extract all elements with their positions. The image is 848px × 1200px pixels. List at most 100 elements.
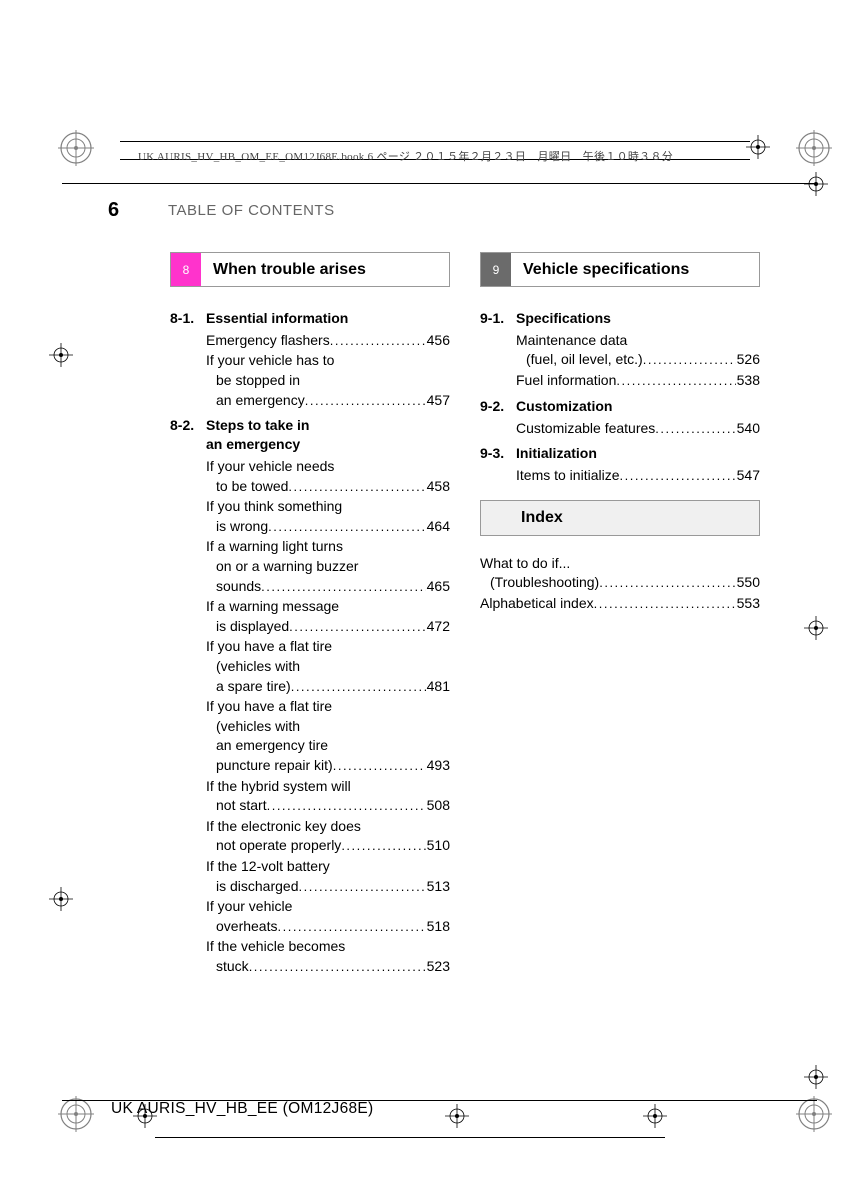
toc-entries: If your vehicle needsto be towed........… [170, 457, 450, 976]
section-badge: 9 [481, 253, 511, 286]
toc-entry-page: 472 [426, 617, 450, 637]
toc-entries: Customizable features...................… [480, 419, 760, 439]
section-header: 8When trouble arises [170, 252, 450, 287]
leader-dots: ........................................… [277, 918, 425, 936]
toc-entry-line: If the vehicle becomes [206, 937, 450, 957]
subsection-title: Initialization [516, 444, 760, 463]
toc-entry-line: If the electronic key does [206, 817, 450, 837]
toc-entry-label: an emergency [216, 391, 305, 411]
crosshair-icon [804, 172, 828, 196]
toc-entry: Emergency flashers......................… [206, 331, 450, 351]
toc-entry-line: If you have a flat tire [206, 637, 450, 657]
toc-entry-line: be stopped in [206, 371, 450, 391]
toc-entry-label: to be towed [216, 477, 288, 497]
toc-entry-line: If you think something [206, 497, 450, 517]
page-title: TABLE OF CONTENTS [168, 202, 335, 219]
toc-entry-line: on or a warning buzzer [206, 557, 450, 577]
toc-entry-label: Customizable features [516, 419, 655, 439]
crosshair-icon [746, 135, 770, 159]
toc-entry-page: 538 [736, 371, 760, 391]
subsection-number: 8-1. [170, 309, 206, 328]
crosshair-icon [49, 343, 73, 367]
toc-entry: Items to initialize.....................… [516, 466, 760, 486]
toc-entry-line: What to do if... [480, 554, 760, 574]
leader-dots: ........................................… [619, 467, 735, 485]
toc-entry-page: 456 [426, 331, 450, 351]
toc-entry-page: 464 [426, 517, 450, 537]
toc-entry-line: If your vehicle needs [206, 457, 450, 477]
toc-entry: If the 12-volt batteryis discharged.....… [206, 857, 450, 896]
leader-dots: ........................................… [655, 420, 735, 438]
subsection-number: 8-2. [170, 416, 206, 454]
regmark-icon [796, 1096, 832, 1132]
toc-entry-page: 465 [426, 577, 450, 597]
header-caption: UK AURIS_HV_HB_OM_EE_OM12J68E.book 6 ページ… [138, 148, 673, 164]
crosshair-icon [445, 1104, 469, 1128]
toc-entry-label: Emergency flashers [206, 331, 330, 351]
toc-entry-label: not operate properly [216, 836, 341, 856]
regmark-icon [796, 130, 832, 166]
leader-dots: ........................................… [249, 958, 426, 976]
toc-entry: If your vehicleoverheats................… [206, 897, 450, 936]
toc-entry: If the vehicle becomesstuck.............… [206, 937, 450, 976]
subsection-title: Customization [516, 397, 760, 416]
toc-entries: Emergency flashers......................… [170, 331, 450, 410]
toc-entry-label: Fuel information [516, 371, 616, 391]
leader-dots: ........................................… [341, 837, 425, 855]
leader-dots: ........................................… [305, 392, 426, 410]
toc-entry-label: is discharged [216, 877, 299, 897]
toc-entry: If a warning messageis displayed........… [206, 597, 450, 636]
leader-dots: ........................................… [643, 351, 736, 369]
toc-subsection: 8-2.Steps to take inan emergencyIf your … [170, 416, 450, 976]
toc-entry-label: is displayed [216, 617, 289, 637]
toc-entry: What to do if...(Troubleshooting).......… [480, 554, 760, 593]
subsection-title: Essential information [206, 309, 450, 328]
leader-dots: ........................................… [330, 332, 426, 350]
toc-entry: Maintenance data(fuel, oil level, etc.).… [516, 331, 760, 370]
toc-entry-page: 553 [736, 594, 760, 614]
toc-column-right: 9Vehicle specifications9-1.Specification… [480, 252, 760, 982]
crosshair-icon [49, 887, 73, 911]
toc-entry: If you have a flat tire(vehicles withan … [206, 697, 450, 775]
subsection-number: 9-3. [480, 444, 516, 463]
leader-dots: ........................................… [333, 757, 426, 775]
toc-entry-line: an emergency tire [206, 736, 450, 756]
crosshair-icon [804, 1065, 828, 1089]
toc-entry: If you think somethingis wrong..........… [206, 497, 450, 536]
toc-content: 8When trouble arises 8-1.Essential inform… [170, 252, 760, 982]
leader-dots: ........................................… [267, 797, 426, 815]
subsection-title: Specifications [516, 309, 760, 328]
toc-entry-line: Maintenance data [516, 331, 760, 351]
section-title: Vehicle specifications [511, 253, 759, 286]
regmark-icon [58, 130, 94, 166]
leader-dots: ........................................… [616, 372, 735, 390]
leader-dots: ........................................… [299, 878, 426, 896]
toc-entry-label: is wrong [216, 517, 268, 537]
toc-subsection: 8-1.Essential information Emergency flash… [170, 309, 450, 410]
toc-entry-page: 493 [426, 756, 450, 776]
section-badge: 8 [171, 253, 201, 286]
toc-entry: Fuel information........................… [516, 371, 760, 391]
subsection-number: 9-2. [480, 397, 516, 416]
toc-entry-label: (fuel, oil level, etc.) [526, 350, 643, 370]
leader-dots: ........................................… [288, 478, 425, 496]
leader-dots: ........................................… [261, 578, 425, 596]
toc-entry: If your vehicle has tobe stopped inan em… [206, 351, 450, 410]
toc-entry-label: Items to initialize [516, 466, 619, 486]
subsection-title: Steps to take inan emergency [206, 416, 450, 454]
toc-entry-page: 540 [736, 419, 760, 439]
toc-entry-page: 550 [736, 573, 760, 593]
toc-entry: Customizable features...................… [516, 419, 760, 439]
toc-entry: If a warning light turnson or a warning … [206, 537, 450, 596]
toc-entry: If you have a flat tire(vehicles witha s… [206, 637, 450, 696]
toc-subsection: 9-3.Initialization Items to initialize...… [480, 444, 760, 485]
leader-dots: ........................................… [289, 618, 425, 636]
leader-dots: ........................................… [268, 518, 426, 536]
toc-entries: Items to initialize.....................… [480, 466, 760, 486]
section-header: 9Vehicle specifications [480, 252, 760, 287]
toc-entry-line: (vehicles with [206, 657, 450, 677]
toc-subsection: 9-1.SpecificationsMaintenance data(fuel,… [480, 309, 760, 391]
toc-entry-page: 481 [426, 677, 450, 697]
frame-line [62, 183, 817, 184]
frame-line [120, 141, 750, 142]
